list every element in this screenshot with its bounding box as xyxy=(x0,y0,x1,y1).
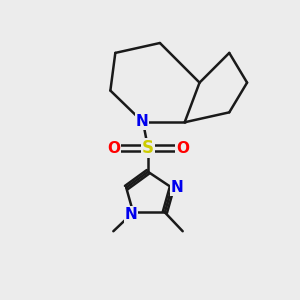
Text: N: N xyxy=(170,180,183,195)
Text: N: N xyxy=(136,114,148,129)
Text: S: S xyxy=(142,139,154,157)
Text: O: O xyxy=(176,140,189,155)
Text: O: O xyxy=(107,140,120,155)
Text: N: N xyxy=(125,207,138,222)
